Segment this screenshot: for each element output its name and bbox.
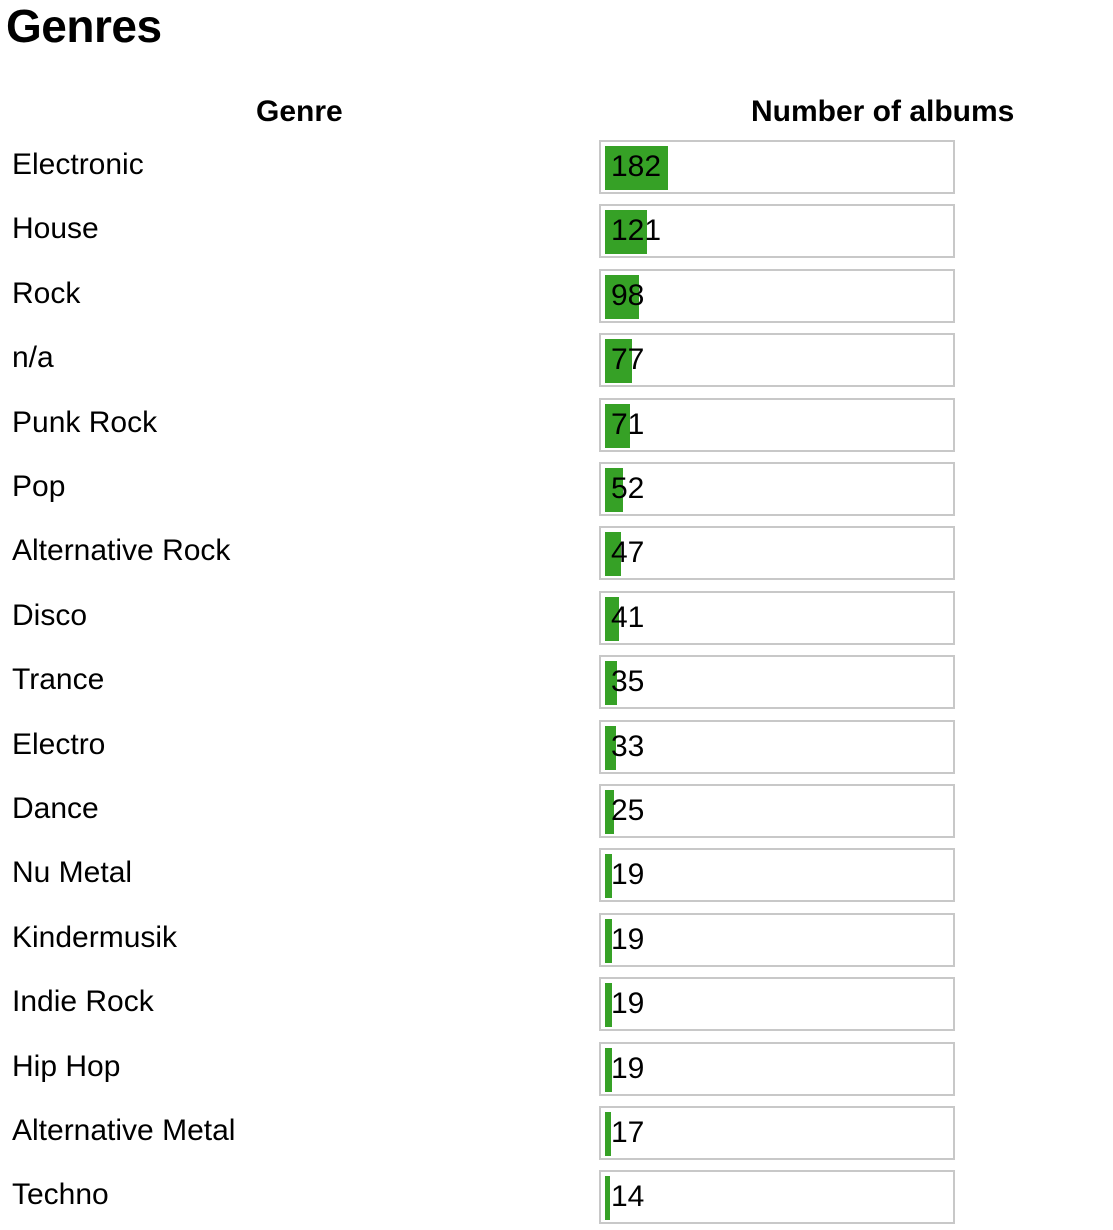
bar-value-label: 25: [611, 794, 645, 827]
bar: [605, 1112, 611, 1156]
genre-row: Alternative Rock 47: [0, 525, 1113, 582]
bar-track: 98: [599, 268, 955, 323]
bar-value-label: 35: [611, 665, 645, 699]
genre-row: Electro 33: [0, 719, 1113, 776]
bar: [605, 918, 612, 963]
page-title: Genres: [6, 0, 162, 52]
genre-row: Disco 41: [0, 590, 1113, 647]
genre-label: Electro: [12, 727, 106, 761]
bar: [605, 403, 630, 448]
genre-row: Nu Metal 19: [0, 847, 1113, 904]
bar-track: 19: [599, 848, 955, 903]
bar: [605, 468, 623, 512]
bar: [605, 146, 668, 190]
genre-row: Electronic 182: [0, 139, 1113, 196]
genre-label: Rock: [12, 276, 81, 310]
genre-label: Techno: [12, 1178, 109, 1212]
bar-value-label: 71: [611, 407, 645, 441]
genre-label: Alternative Rock: [12, 534, 231, 568]
bar-track: 35: [599, 655, 955, 710]
bar-track: 121: [599, 204, 955, 259]
genre-row: Punk Rock 71: [0, 397, 1113, 454]
bar: [605, 725, 616, 770]
bar-value-label: 52: [611, 472, 645, 505]
bar-track: 77: [599, 333, 955, 388]
bar-value-label: 19: [611, 858, 645, 892]
bar-value-label: 98: [611, 278, 645, 312]
bar-track: 41: [599, 590, 955, 645]
genre-label: Electronic: [12, 148, 144, 181]
genre-row: Pop 52: [0, 461, 1113, 518]
bar-track: 17: [599, 1106, 955, 1160]
bar-value-label: 14: [611, 1180, 645, 1214]
bar-value-label: 19: [611, 987, 645, 1021]
genre-label: Nu Metal: [12, 856, 133, 890]
bar: [605, 274, 639, 319]
bar: [605, 854, 612, 899]
genre-row: House 121: [0, 203, 1113, 260]
bar-track: 19: [599, 1041, 955, 1096]
bar-value-label: 182: [611, 150, 662, 183]
bar-track: 33: [599, 719, 955, 774]
genre-row: Rock 98: [0, 268, 1113, 325]
genre-label: Hip Hop: [12, 1049, 121, 1083]
bar: [605, 983, 612, 1028]
genre-label: Pop: [12, 470, 66, 503]
genre-label: Disco: [12, 598, 88, 632]
genre-label: Indie Rock: [12, 985, 154, 1019]
bar-track: 19: [599, 912, 955, 967]
genre-label: n/a: [12, 341, 54, 375]
genre-label: Punk Rock: [12, 405, 158, 439]
bar-value-label: 77: [611, 343, 645, 377]
genre-row: Dance 25: [0, 783, 1113, 840]
bar-value-label: 121: [611, 214, 662, 248]
bar-value-label: 19: [611, 922, 645, 956]
genre-row: Alternative Metal 17: [0, 1105, 1113, 1162]
genre-row: Techno 14: [0, 1169, 1113, 1226]
genre-column-header: Genre: [256, 95, 343, 128]
genre-row: n/a 77: [0, 332, 1113, 389]
bar: [605, 1176, 610, 1221]
bar-track: 19: [599, 977, 955, 1032]
albums-column-header: Number of albums: [751, 95, 1015, 128]
bar-value-label: 19: [611, 1051, 645, 1085]
bar-track: 25: [599, 784, 955, 838]
bar-track: 47: [599, 526, 955, 581]
bar-track: 71: [599, 397, 955, 452]
bar-value-label: 41: [611, 600, 645, 634]
genre-row: Kindermusik 19: [0, 912, 1113, 969]
bar-value-label: 47: [611, 536, 645, 570]
bar-track: 182: [599, 140, 955, 194]
genre-label: Alternative Metal: [12, 1114, 236, 1147]
bar: [605, 532, 621, 577]
bar: [605, 790, 614, 834]
bar: [605, 210, 647, 255]
bar: [605, 1047, 612, 1092]
bar-value-label: 17: [611, 1116, 645, 1149]
genre-label: House: [12, 212, 99, 246]
bar: [605, 339, 632, 384]
genre-row: Trance 35: [0, 654, 1113, 711]
genre-label: Dance: [12, 792, 99, 825]
genre-label: Trance: [12, 663, 105, 697]
genre-row: Hip Hop 19: [0, 1041, 1113, 1098]
genre-label: Kindermusik: [12, 920, 178, 954]
bar-track: 52: [599, 462, 955, 516]
bar: [605, 661, 617, 706]
genre-row: Indie Rock 19: [0, 976, 1113, 1033]
bar: [605, 596, 619, 641]
bar-value-label: 33: [611, 729, 645, 763]
bar-track: 14: [599, 1170, 955, 1225]
